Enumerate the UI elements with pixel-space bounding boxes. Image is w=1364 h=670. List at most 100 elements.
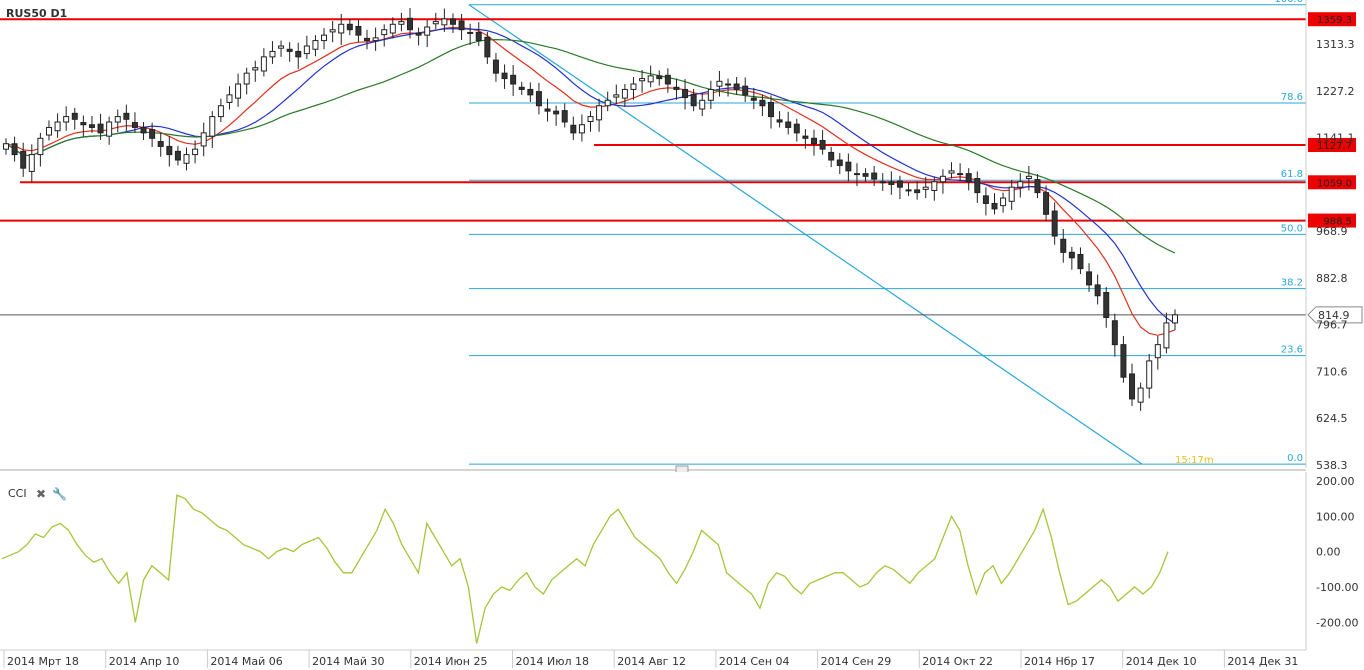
- candle-body: [97, 123, 104, 134]
- candle-body: [37, 137, 44, 156]
- candle-body: [183, 154, 190, 164]
- candle-body: [845, 161, 852, 172]
- price-tick-label: 796.7: [1316, 319, 1348, 332]
- candle-body: [1000, 197, 1007, 207]
- candle-body: [578, 124, 585, 134]
- candle-body: [647, 75, 654, 83]
- candle-body: [733, 83, 740, 90]
- candle-body: [71, 112, 78, 120]
- candle-body: [1086, 271, 1093, 286]
- resistance-badge: [1308, 175, 1356, 190]
- candle-body: [871, 172, 878, 180]
- candle-body: [914, 189, 921, 194]
- candle-body: [303, 45, 310, 55]
- candle-body: [1129, 373, 1136, 400]
- candle-body: [278, 45, 285, 49]
- candle-body: [174, 150, 181, 161]
- candle-body: [20, 150, 27, 169]
- candle-body: [836, 159, 843, 166]
- resistance-badge: [1308, 213, 1356, 228]
- candle-body: [1120, 344, 1127, 378]
- price-tick-label: 624.5: [1316, 412, 1348, 425]
- candle-body: [810, 137, 817, 145]
- candle-body: [725, 83, 732, 86]
- candle-body: [639, 78, 646, 82]
- candle-body: [690, 93, 697, 107]
- candle-body: [11, 143, 18, 156]
- fib-level-label: 50.0: [1281, 223, 1303, 234]
- price-tick-label: 710.6: [1316, 365, 1348, 378]
- price-axis: 1313.3 1227.2 1141.1 968.9 882.8 796.7 710.6 62…: [1305, 0, 1355, 472]
- candle-body: [217, 105, 224, 118]
- candle-body: [1060, 238, 1067, 253]
- candle-body: [166, 145, 173, 156]
- cci-line: [1, 494, 1169, 644]
- candle-body: [518, 86, 525, 90]
- close-indicator-icon[interactable]: ✖: [36, 487, 46, 501]
- candle-body: [235, 83, 242, 99]
- candle-body: [364, 37, 371, 42]
- candle-body: [888, 181, 895, 185]
- candle-body: [157, 141, 164, 147]
- candle-body: [1068, 251, 1075, 259]
- candle-body: [596, 105, 603, 121]
- candles-layer: [3, 8, 1178, 411]
- candle-body: [1172, 314, 1178, 324]
- time-tick-label: 2014 Дек 10: [1126, 655, 1197, 668]
- candle-body: [346, 23, 353, 31]
- cci-tick-label: 100.00: [1316, 510, 1355, 523]
- time-tick-label: 2014 Июл 18: [516, 655, 590, 668]
- candle-body: [449, 18, 456, 25]
- time-tick-label: 2014 Июн 25: [414, 655, 488, 668]
- candle-body: [828, 151, 835, 161]
- cci-pane[interactable]: [0, 472, 1306, 648]
- cci-layer: 200.00 100.00 0.00 -100.00 -200.00: [1, 472, 1358, 650]
- candle-body: [991, 202, 998, 210]
- candle-body: [862, 173, 869, 177]
- price-tick-label: 538.3: [1316, 459, 1348, 472]
- current-price-label: 814.9: [1318, 309, 1350, 322]
- resistance-badge: [1308, 12, 1356, 27]
- pane-resize-handle[interactable]: [675, 465, 689, 474]
- candle-body: [372, 37, 379, 42]
- settings-wrench-icon[interactable]: 🔧: [52, 486, 67, 501]
- candle-body: [123, 112, 130, 120]
- candle-body: [140, 126, 147, 134]
- candle-body: [286, 48, 293, 52]
- price-tick-label: 1141.1: [1316, 132, 1355, 145]
- candle-body: [106, 121, 113, 137]
- candle-body: [88, 124, 95, 128]
- candle-body: [957, 173, 964, 176]
- candle-body: [1008, 186, 1015, 202]
- candle-body: [424, 26, 431, 36]
- candle-body: [475, 31, 482, 42]
- cci-tick-label: -200.00: [1316, 616, 1358, 629]
- candle-body: [630, 83, 637, 90]
- time-tick-label: 2014 Апр 10: [109, 655, 180, 668]
- candle-body: [260, 56, 267, 72]
- candle-body: [742, 85, 749, 96]
- time-tick-label: 2014 Мрт 18: [7, 655, 79, 668]
- current-price-badge: [1307, 306, 1363, 324]
- candle-body: [621, 88, 628, 99]
- resistance-label: 988.5: [1323, 217, 1352, 228]
- candle-body: [243, 72, 250, 85]
- timer-label: 15:17m: [1175, 455, 1214, 466]
- candle-body: [613, 94, 620, 98]
- candle-body: [1154, 344, 1161, 359]
- candle-body: [587, 116, 594, 122]
- price-tick-label: 1313.3: [1316, 38, 1355, 51]
- candle-body: [965, 173, 972, 183]
- candle-body: [939, 175, 946, 183]
- candle-body: [656, 75, 663, 80]
- candle-body: [553, 110, 560, 115]
- candle-body: [682, 88, 689, 99]
- candle-body: [785, 121, 792, 128]
- candle-body: [905, 189, 912, 192]
- candle-body: [982, 195, 989, 204]
- candle-body: [1034, 179, 1041, 194]
- candle-body: [252, 67, 259, 71]
- candle-body: [544, 108, 551, 112]
- candle-body: [458, 20, 465, 31]
